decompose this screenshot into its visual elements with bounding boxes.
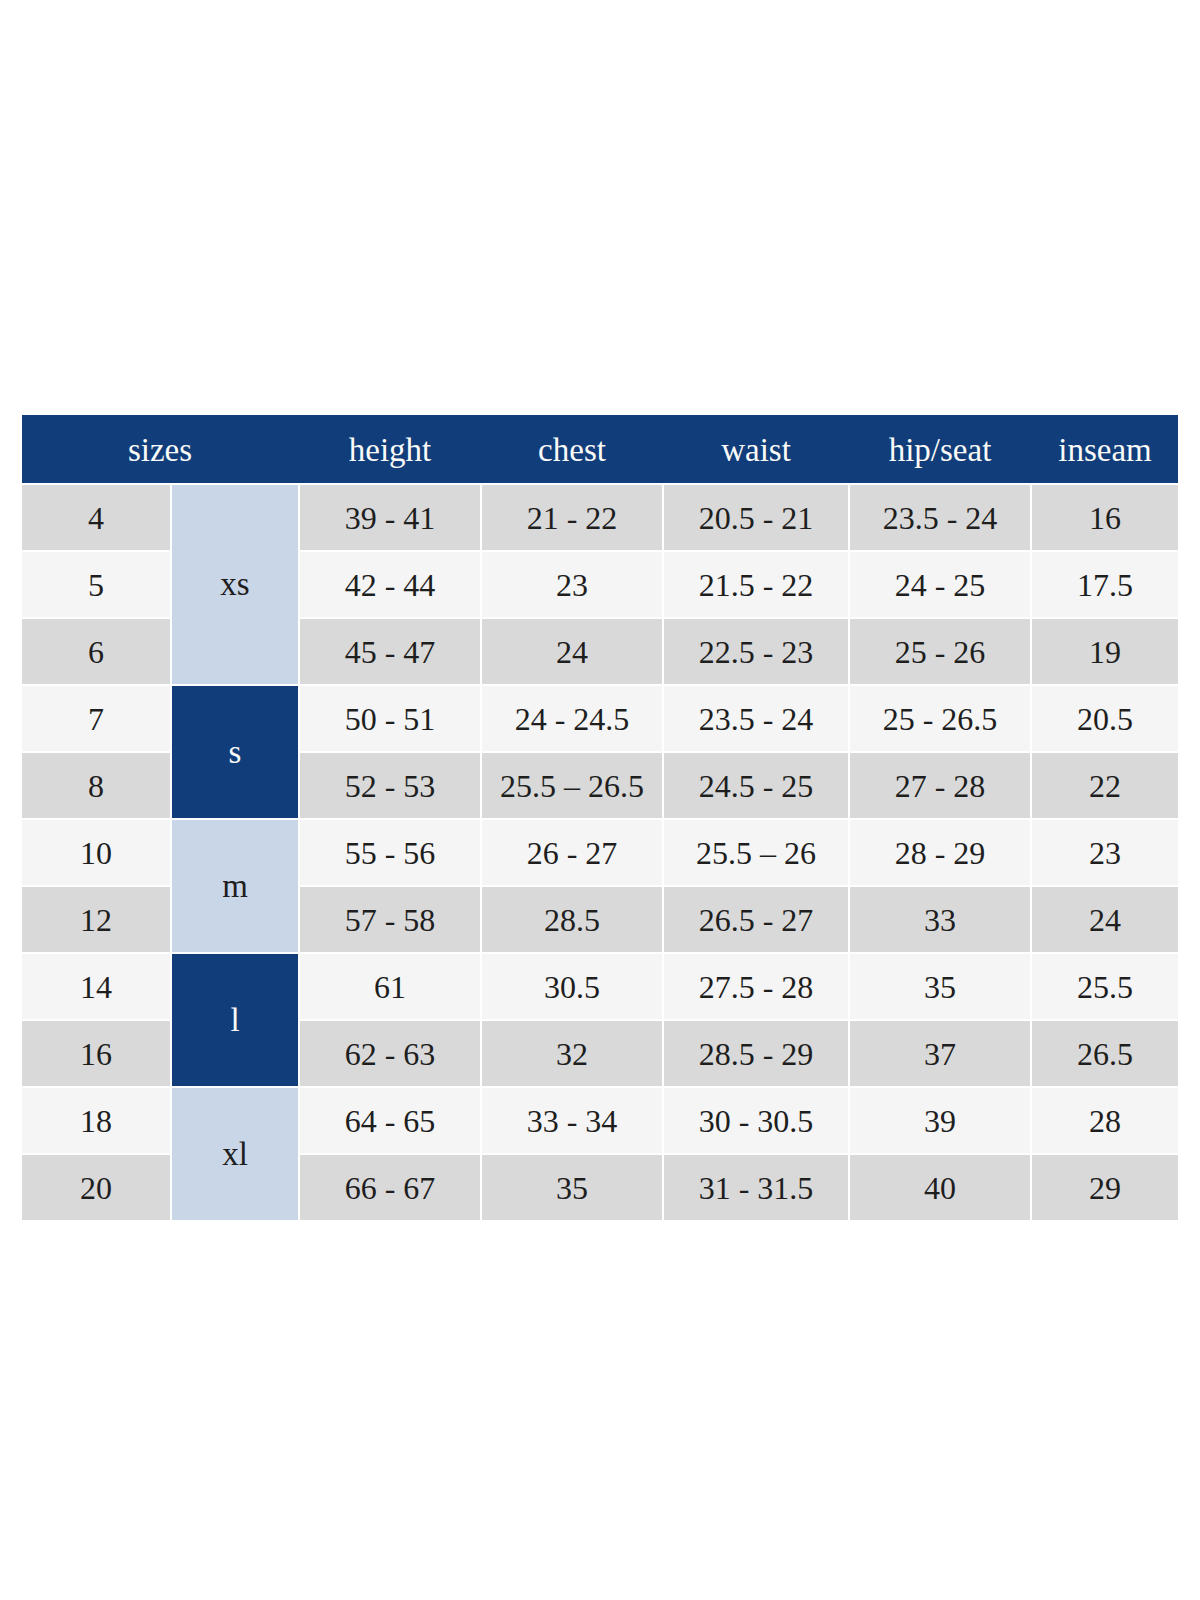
group-label-cell: m [172, 820, 298, 952]
chest-cell: 24 [482, 619, 662, 684]
chest-cell: 33 - 34 [482, 1088, 662, 1153]
size-cell: 8 [22, 753, 170, 818]
waist-cell: 27.5 - 28 [664, 954, 848, 1019]
column-header-sizes: sizes [22, 432, 298, 467]
size-chart-table: sizes height chest waist hip/seat inseam… [22, 415, 1178, 1220]
inseam-cell: 24 [1032, 887, 1178, 952]
inseam-cell: 20.5 [1032, 686, 1178, 751]
page: sizes height chest waist hip/seat inseam… [0, 0, 1200, 1600]
chest-cell: 26 - 27 [482, 820, 662, 885]
height-cell: 57 - 58 [300, 887, 480, 952]
column-header-height: height [300, 432, 480, 467]
hip-seat-cell: 33 [850, 887, 1030, 952]
inseam-cell: 23 [1032, 820, 1178, 885]
chest-cell: 28.5 [482, 887, 662, 952]
height-cell: 55 - 56 [300, 820, 480, 885]
waist-cell: 23.5 - 24 [664, 686, 848, 751]
height-cell: 42 - 44 [300, 552, 480, 617]
hip-seat-cell: 24 - 25 [850, 552, 1030, 617]
height-cell: 62 - 63 [300, 1021, 480, 1086]
inseam-cell: 28 [1032, 1088, 1178, 1153]
chest-cell: 24 - 24.5 [482, 686, 662, 751]
group-label-cell: xl [172, 1088, 298, 1220]
size-cell: 5 [22, 552, 170, 617]
waist-cell: 31 - 31.5 [664, 1155, 848, 1220]
waist-cell: 30 - 30.5 [664, 1088, 848, 1153]
height-cell: 45 - 47 [300, 619, 480, 684]
hip-seat-cell: 40 [850, 1155, 1030, 1220]
size-cell: 7 [22, 686, 170, 751]
hip-seat-cell: 28 - 29 [850, 820, 1030, 885]
chest-cell: 25.5 – 26.5 [482, 753, 662, 818]
column-header-chest: chest [482, 432, 662, 467]
height-cell: 39 - 41 [300, 485, 480, 550]
hip-seat-cell: 27 - 28 [850, 753, 1030, 818]
inseam-cell: 22 [1032, 753, 1178, 818]
chest-cell: 23 [482, 552, 662, 617]
height-cell: 61 [300, 954, 480, 1019]
group-label-cell: xs [172, 485, 298, 684]
table-header-row: sizes height chest waist hip/seat inseam [22, 415, 1178, 483]
size-cell: 16 [22, 1021, 170, 1086]
waist-cell: 24.5 - 25 [664, 753, 848, 818]
size-cell: 14 [22, 954, 170, 1019]
waist-cell: 22.5 - 23 [664, 619, 848, 684]
column-header-inseam: inseam [1032, 432, 1178, 467]
height-cell: 66 - 67 [300, 1155, 480, 1220]
inseam-cell: 29 [1032, 1155, 1178, 1220]
group-label-cell: l [172, 954, 298, 1086]
size-cell: 10 [22, 820, 170, 885]
hip-seat-cell: 25 - 26 [850, 619, 1030, 684]
inseam-cell: 26.5 [1032, 1021, 1178, 1086]
size-cell: 18 [22, 1088, 170, 1153]
waist-cell: 28.5 - 29 [664, 1021, 848, 1086]
hip-seat-cell: 39 [850, 1088, 1030, 1153]
size-cell: 6 [22, 619, 170, 684]
inseam-cell: 17.5 [1032, 552, 1178, 617]
chest-cell: 21 - 22 [482, 485, 662, 550]
column-header-hip-seat: hip/seat [850, 432, 1030, 467]
table-body: xs s m l xl 4 39 - 41 21 - 22 20.5 - 21 … [22, 485, 1178, 1220]
chest-cell: 35 [482, 1155, 662, 1220]
waist-cell: 20.5 - 21 [664, 485, 848, 550]
size-cell: 12 [22, 887, 170, 952]
column-header-waist: waist [664, 432, 848, 467]
group-label-cell: s [172, 686, 298, 818]
waist-cell: 26.5 - 27 [664, 887, 848, 952]
waist-cell: 21.5 - 22 [664, 552, 848, 617]
chest-cell: 32 [482, 1021, 662, 1086]
size-cell: 4 [22, 485, 170, 550]
inseam-cell: 25.5 [1032, 954, 1178, 1019]
size-cell: 20 [22, 1155, 170, 1220]
height-cell: 50 - 51 [300, 686, 480, 751]
hip-seat-cell: 25 - 26.5 [850, 686, 1030, 751]
hip-seat-cell: 35 [850, 954, 1030, 1019]
waist-cell: 25.5 – 26 [664, 820, 848, 885]
hip-seat-cell: 37 [850, 1021, 1030, 1086]
inseam-cell: 16 [1032, 485, 1178, 550]
chest-cell: 30.5 [482, 954, 662, 1019]
inseam-cell: 19 [1032, 619, 1178, 684]
hip-seat-cell: 23.5 - 24 [850, 485, 1030, 550]
height-cell: 52 - 53 [300, 753, 480, 818]
height-cell: 64 - 65 [300, 1088, 480, 1153]
